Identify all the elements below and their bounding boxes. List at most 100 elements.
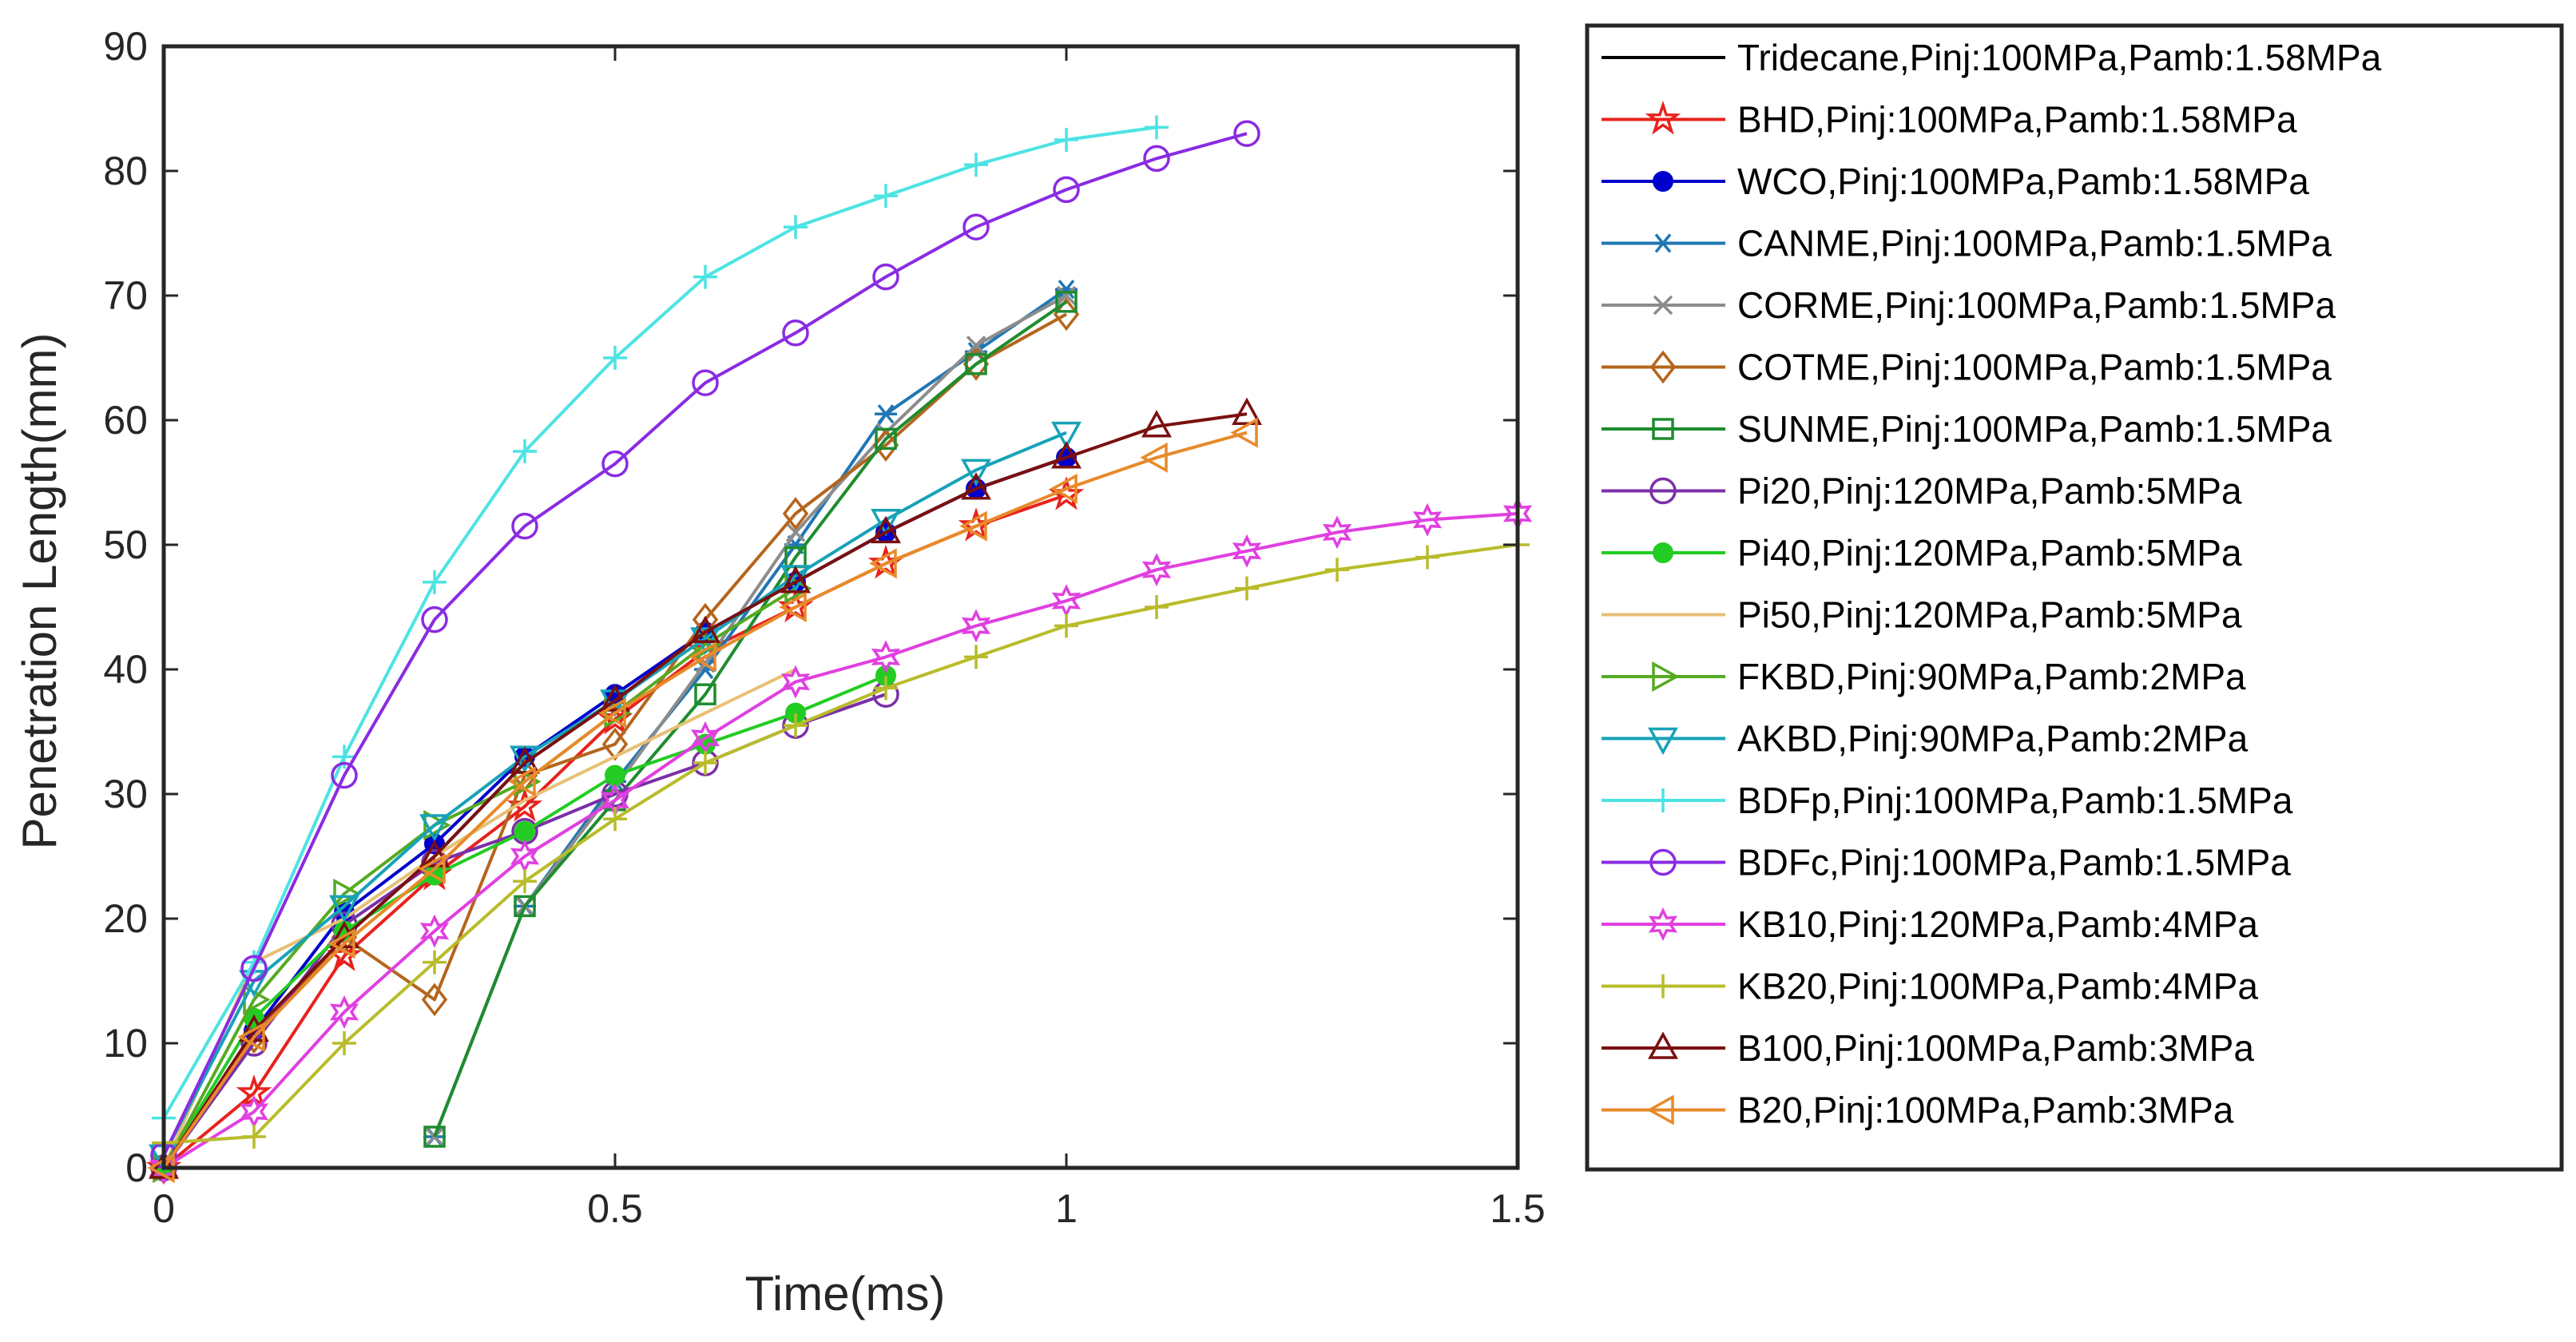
data-point [785,522,806,542]
legend-label: Pi50,Pinj:120MPa,Pamb:5MPa [1737,594,2242,636]
data-point [871,515,901,544]
series-line [162,312,1067,1169]
y-tick-label: 60 [103,398,148,443]
x-tick-label: 1.5 [1490,1186,1546,1231]
legend-marker [1645,100,1681,135]
legend-marker [1651,974,1675,999]
legend-label: CORME,Pinj:100MPa,Pamb:1.5MPa [1737,284,2336,326]
legend-entry: BDFp,Pinj:100MPa,Pamb:1.5MPa [1602,780,2293,821]
data-point [423,950,447,975]
data-point [1145,115,1169,140]
y-tick-label: 40 [103,647,148,692]
data-point [331,761,358,789]
data-point [963,213,990,240]
legend-marker [1651,788,1675,812]
data-point [600,684,630,712]
series-5 [150,297,1080,1185]
legend-label: KB10,Pinj:120MPa,Pamb:4MPa [1737,903,2258,945]
data-point [423,570,447,594]
legend-label: WCO,Pinj:100MPa,Pamb:1.58MPa [1737,161,2309,202]
legend-entry: B100,Pinj:100MPa,Pamb:3MPa [1602,1027,2254,1069]
data-point [961,459,991,487]
series-line [433,300,1068,1138]
legend-label: Tridecane,Pinj:100MPa,Pamb:1.58MPa [1737,37,2382,78]
legend-label: B100,Pinj:100MPa,Pamb:3MPa [1737,1027,2254,1069]
legend-entry: KB10,Pinj:120MPa,Pamb:4MPa [1602,903,2258,945]
x-tick-label: 0 [153,1186,175,1231]
legend-label: CANME,Pinj:100MPa,Pamb:1.5MPa [1737,223,2332,264]
data-point [1415,545,1439,570]
data-point [966,336,986,355]
series-11 [149,421,1082,1173]
data-point [784,215,808,240]
legend-label: B20,Pinj:100MPa,Pamb:3MPa [1737,1090,2234,1131]
data-point [1322,515,1352,550]
data-point [1053,297,1080,332]
data-point [1054,613,1078,638]
series-13 [150,120,1260,1169]
legend-label: BDFc,Pinj:100MPa,Pamb:1.5MPa [1737,842,2291,883]
legend-entry: AKBD,Pinj:90MPa,Pamb:2MPa [1602,718,2249,760]
series-3 [423,280,1078,1147]
y-tick-label: 90 [103,24,148,69]
y-tick-label: 0 [125,1145,148,1190]
data-point [964,153,988,177]
y-tick-label: 30 [103,772,148,816]
data-point [1054,128,1078,152]
data-point [1233,120,1260,147]
data-point [1143,145,1170,173]
x-tick-label: 0.5 [587,1186,643,1231]
series-line [162,512,1518,1169]
data-point [423,810,451,840]
series-line [162,586,797,1169]
data-point [784,713,808,738]
data-point [598,697,626,729]
legend-label: SUNME,Pinj:100MPa,Pamb:1.5MPa [1737,408,2332,450]
data-point [1232,534,1262,568]
legend-entry: Pi40,Pinj:120MPa,Pamb:5MPa [1602,532,2242,574]
legend-marker [1648,727,1678,756]
y-tick-label: 80 [103,149,148,193]
legend-marker [1652,661,1680,692]
data-point [332,1031,356,1055]
data-point [782,320,809,347]
data-point [782,497,809,530]
y-tick-label: 50 [103,522,148,567]
data-point [1145,595,1169,619]
data-point [690,615,720,643]
legend-entry: BDFc,Pinj:100MPa,Pamb:1.5MPa [1602,842,2291,883]
legend-marker [1653,171,1673,192]
series-line [433,288,1068,1138]
data-point [693,264,717,289]
data-point [1056,285,1077,306]
data-point [329,920,359,949]
x-axis-title: Time(ms) [744,1267,945,1320]
data-point [513,869,537,894]
data-point [1055,291,1078,313]
data-point [237,1022,265,1053]
data-point [603,346,627,370]
data-point [510,746,540,774]
data-point [514,766,542,797]
data-point [601,450,629,478]
data-point [604,697,632,729]
data-point [1232,397,1262,425]
data-point [419,840,450,868]
data-point [1051,421,1082,450]
data-point [514,820,535,842]
legend-label: Pi40,Pinj:120MPa,Pamb:5MPa [1737,532,2242,574]
data-point [1053,176,1080,204]
series-line [433,294,1067,1138]
legend-marker [1652,233,1674,253]
data-point [872,263,899,291]
data-point [874,676,898,701]
data-point [1230,417,1258,448]
legend-label: COTME,Pinj:100MPa,Pamb:1.5MPa [1737,347,2332,388]
data-point [1140,442,1168,473]
data-point [508,766,536,797]
legend-entry: CORME,Pinj:100MPa,Pamb:1.5MPa [1602,284,2336,326]
series-17 [147,417,1258,1183]
legend-box [1585,23,2564,1172]
data-point [514,895,536,918]
